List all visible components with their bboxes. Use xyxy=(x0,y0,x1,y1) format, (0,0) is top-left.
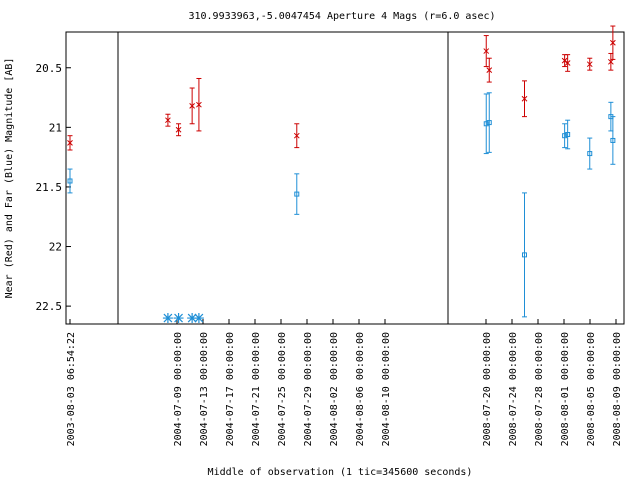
near-point xyxy=(293,132,300,139)
far-point xyxy=(486,120,492,126)
far-point xyxy=(565,131,571,137)
near-point xyxy=(196,101,202,108)
near-point xyxy=(165,117,171,124)
far-point xyxy=(562,133,568,139)
y-tick-label: 21.5 xyxy=(36,181,63,194)
x-tick-label: 2004-08-06 00:00:00 xyxy=(355,332,366,446)
far-point xyxy=(610,137,616,143)
x-tick-label: 2008-07-20 00:00:00 xyxy=(482,332,493,446)
far-point xyxy=(294,191,300,197)
far-point xyxy=(587,151,593,157)
x-axis-label: Middle of observation (1 tic=345600 seco… xyxy=(208,467,473,478)
near-point xyxy=(483,48,490,54)
near-point xyxy=(586,61,593,68)
far-point xyxy=(67,178,73,184)
plot-frame xyxy=(65,31,625,325)
x-tick-label: 2004-08-10 00:00:00 xyxy=(381,332,392,446)
x-tick-label: 2004-07-29 00:00:00 xyxy=(303,332,314,446)
y-axis-label: Near (Red) and Far (Blue) Magnitude [AB] xyxy=(4,58,15,299)
far-point xyxy=(521,252,527,258)
near-point xyxy=(608,58,614,65)
x-tick-label: 2008-07-28 00:00:00 xyxy=(534,332,545,446)
y-tick-label: 20.5 xyxy=(36,62,63,75)
x-tick-label: 2008-08-09 00:00:00 xyxy=(612,332,623,446)
chart-title: 310.9933963,-5.0047454 Aperture 4 Mags (… xyxy=(188,11,495,22)
x-tick-label: 2008-08-01 00:00:00 xyxy=(560,332,571,446)
near-point xyxy=(610,39,616,46)
x-tick-label: 2004-07-25 00:00:00 xyxy=(277,332,288,446)
plot-area: 20.5 21 21.5 22 22.5 2003-08-03 06:54:22 2004-… xyxy=(36,25,625,446)
near-point xyxy=(189,103,195,109)
near-point xyxy=(175,126,182,133)
x-tick-label: 2004-07-13 00:00:00 xyxy=(199,332,210,446)
x-tick-label: 2004-08-02 00:00:00 xyxy=(329,332,340,446)
x-tick-label: 2004-07-09 00:00:00 xyxy=(173,332,184,446)
y-tick-label: 21 xyxy=(49,121,62,134)
far-limit-marker xyxy=(193,313,204,324)
far-limit-marker xyxy=(162,313,173,324)
near-point xyxy=(521,95,528,102)
x-tick-label: 2004-07-21 00:00:00 xyxy=(251,332,262,446)
x-tick-label: 2003-08-03 06:54:22 xyxy=(66,332,77,446)
y-tick-label: 22.5 xyxy=(36,300,63,313)
near-point xyxy=(67,139,73,146)
far-limit-marker xyxy=(173,313,184,324)
near-point xyxy=(564,60,571,66)
x-tick-label: 2004-07-17 00:00:00 xyxy=(225,332,236,446)
far-limit-marker xyxy=(187,313,198,324)
near-point xyxy=(486,67,493,73)
y-tick-label: 22 xyxy=(49,241,62,254)
far-point xyxy=(483,121,489,127)
x-tick-label: 2008-07-24 00:00:00 xyxy=(508,332,519,446)
x-tick-label: 2008-08-05 00:00:00 xyxy=(586,332,597,446)
